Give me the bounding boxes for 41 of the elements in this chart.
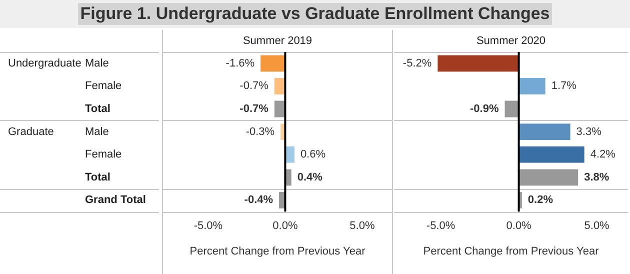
data-label: 4.2% [590,148,616,161]
bar [518,169,578,186]
x-tick-label: 0.0% [506,220,532,232]
data-label: 3.8% [584,171,610,184]
data-label: -0.4% [244,194,274,206]
data-label: 1.7% [551,80,577,92]
y-tick-label: Female [85,80,122,92]
data-label: 0.4% [297,171,323,184]
y-tick-label: Grand Total [85,194,146,206]
x-axis-title: Percent Change from Previous Year [190,245,366,258]
data-label: -0.7% [240,103,269,116]
x-tick-label: 5.0% [350,220,375,232]
bar [518,146,584,163]
text: Undergraduate [8,57,82,70]
x-tick-label: 5.0% [584,220,610,232]
x-tick-label: -5.0% [194,220,223,232]
data-label: 0.6% [300,148,326,161]
data-label: -0.7% [240,80,269,92]
text: Graduate [8,126,54,138]
data-label: -0.9% [470,103,499,116]
data-label: -1.6% [226,57,255,70]
y-tick-label: Male [85,57,109,70]
bar [518,124,570,140]
y-tick-label: Female [85,148,122,161]
y-tick-label: Total [85,103,110,116]
bar [438,55,519,72]
x-tick-label: -5.0% [426,220,456,232]
data-label: 3.3% [576,126,602,138]
x-axis-title: Percent Change from Previous Year [423,245,600,258]
data-label: -5.2% [402,57,432,70]
data-label: -0.3% [246,126,275,138]
chart-subtitle: Summer 2019 [242,35,312,48]
y-tick-label: Male [85,126,109,138]
y-tick-label: Total [85,171,110,184]
x-tick-label: 0.0% [272,220,298,232]
bar [518,78,546,94]
data-label: 0.2% [528,194,554,206]
chart-title: Figure 1. Undergraduate vs Graduate Enrollment Changes [78,3,552,25]
bar [260,55,286,72]
chart-subtitle: Summer 2020 [476,35,546,48]
bar [504,100,519,118]
